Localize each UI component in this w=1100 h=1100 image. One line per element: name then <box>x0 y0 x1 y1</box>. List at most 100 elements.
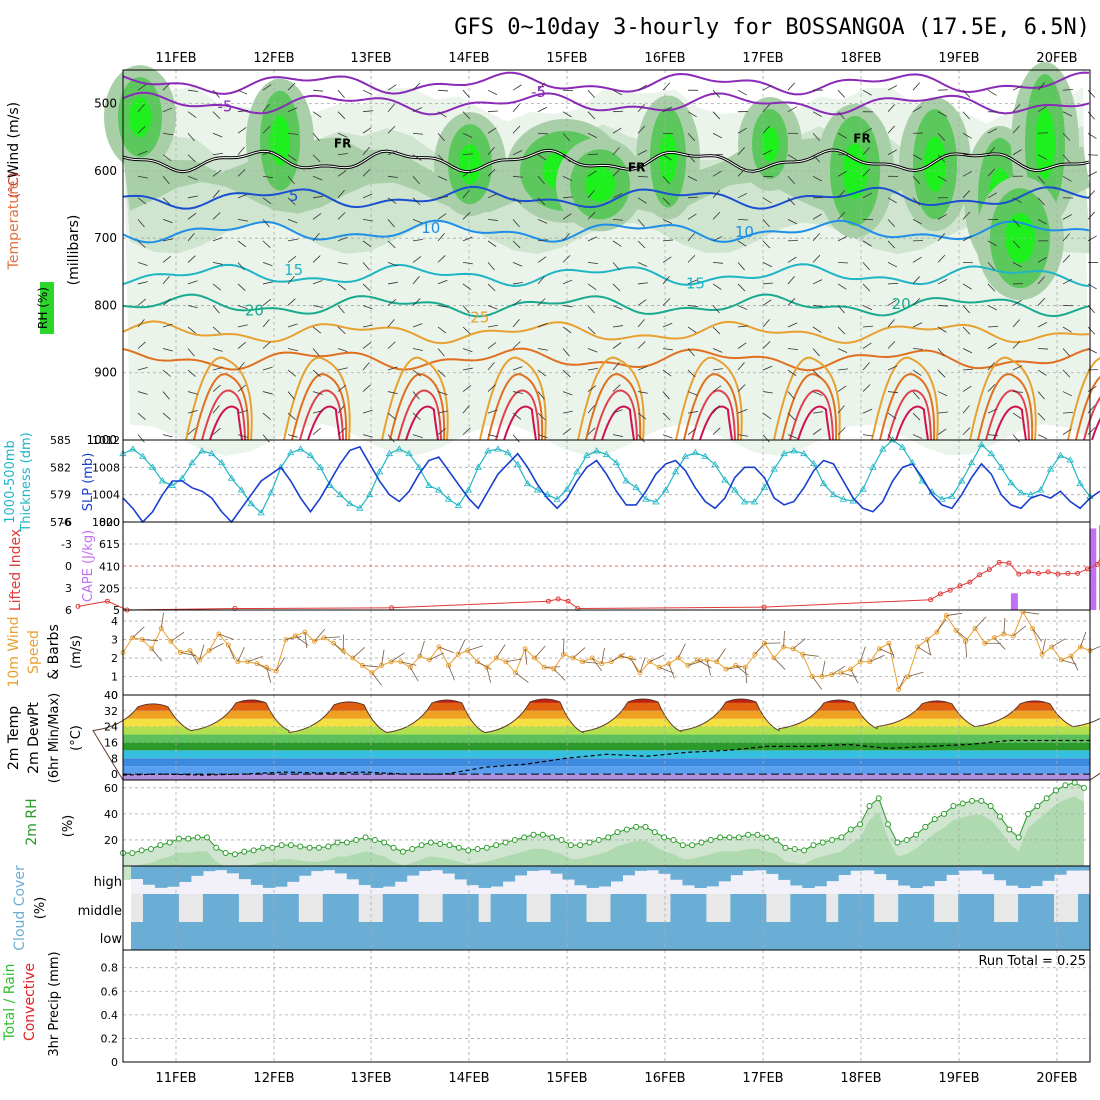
wind-barb <box>937 132 946 141</box>
wind-barb <box>1012 197 1022 204</box>
wind-barb <box>512 125 521 134</box>
rh2m-marker <box>586 839 593 846</box>
wind-marker <box>1068 653 1074 659</box>
wind-barb <box>437 213 447 220</box>
rh2m-marker <box>633 823 640 830</box>
wind-marker <box>618 653 624 659</box>
wind-barb <box>1062 254 1071 263</box>
wind-barb <box>862 384 871 392</box>
wind-barb <box>312 348 320 357</box>
cloud-low-cell <box>946 922 959 950</box>
wind-barb <box>237 341 246 349</box>
diurnal-contour <box>1083 396 1100 441</box>
cloud-high-cell <box>538 866 552 871</box>
thickness-marker <box>958 477 966 484</box>
wind-barb-10m <box>457 639 466 655</box>
wind-barb <box>712 190 720 199</box>
wind-barb <box>937 411 948 414</box>
wind-barb <box>712 405 720 414</box>
cloud-mid-cell <box>730 894 743 922</box>
wind-barb <box>462 385 472 392</box>
wind-barb <box>812 369 821 378</box>
wind-barb <box>662 322 673 328</box>
temp-axis-label: Temperature <box>6 181 22 271</box>
wind-barb <box>237 127 247 134</box>
wind-barb <box>962 211 971 220</box>
wind-barb <box>562 279 573 285</box>
cloud-low-cell <box>778 922 791 950</box>
thickness-marker <box>198 447 206 454</box>
wind-barb <box>487 146 495 156</box>
cloud-low-cell <box>358 922 372 950</box>
li-marker <box>575 606 581 612</box>
rh2m-marker <box>567 842 574 849</box>
wind-marker <box>589 655 595 661</box>
wind-barb <box>912 256 922 263</box>
thickness-marker <box>385 449 394 457</box>
wind-marker <box>292 633 298 639</box>
tick-cape: 5 <box>113 604 120 617</box>
wind-marker <box>972 625 978 631</box>
rh2m-marker <box>577 842 584 849</box>
rh2m-unit: (%) <box>61 815 76 838</box>
wind-barb <box>287 107 298 113</box>
isotherm-label: 15 <box>686 275 705 293</box>
rh2m-marker <box>1071 779 1078 786</box>
rh2m-marker <box>819 839 826 846</box>
wind-barb <box>387 281 398 285</box>
cloud-high-cell <box>238 866 252 880</box>
wind-barb-10m <box>486 667 492 683</box>
wind-marker <box>867 659 873 665</box>
cloud-low-cell <box>670 922 683 950</box>
wind-barb <box>662 256 672 263</box>
wind-barb <box>612 305 623 310</box>
thickness-marker <box>454 501 463 508</box>
cloud-low-cell <box>766 922 779 950</box>
wind-barb <box>187 326 196 334</box>
wind-axis-label: Wind (m/s) <box>6 102 22 178</box>
cloud-low-cell <box>598 922 611 950</box>
wind-barb <box>737 409 748 414</box>
wind-barb <box>987 362 995 371</box>
wind-barb <box>712 283 722 290</box>
slp-label: SLP (mb) <box>81 453 96 512</box>
wind-barb <box>487 240 497 247</box>
wind-marker <box>149 646 155 652</box>
tick-li: 3 <box>65 582 72 595</box>
wind-barb <box>937 213 947 220</box>
thickness-marker <box>208 449 216 457</box>
cloud-low-cell <box>250 922 264 950</box>
wind-barb <box>762 319 770 328</box>
wind10-label-3: & Barbs <box>46 624 62 680</box>
wind-marker <box>436 644 442 650</box>
wind-barb <box>362 218 373 222</box>
wind-marker <box>752 651 758 657</box>
isotherm-label: 10 <box>735 223 754 241</box>
tick-temp: 16 <box>104 736 118 749</box>
wind-barb <box>887 412 897 420</box>
wind-barb-10m <box>362 665 379 668</box>
diurnal-contour <box>879 373 936 441</box>
wind-barb <box>337 305 345 314</box>
wind-barb-10m <box>170 631 185 642</box>
cloud-high-cell <box>131 866 144 879</box>
rh2m-marker <box>782 844 789 851</box>
wind-barb <box>162 298 171 306</box>
wind-barb <box>562 213 572 220</box>
cloud-high-cell <box>1006 866 1019 886</box>
cloud-mid-cell <box>238 894 252 922</box>
thickness-marker <box>859 485 867 492</box>
date-label-bottom: 19FEB <box>938 1071 979 1086</box>
wind-barb <box>487 193 498 199</box>
cloud-high-cell <box>286 866 300 882</box>
cloud-mid-cell <box>1066 894 1079 922</box>
wind-barb <box>612 262 620 271</box>
wind-barb <box>937 279 948 285</box>
cloud-mid-cell <box>778 894 791 922</box>
rh2m-marker <box>474 846 481 853</box>
cloud-mid-cell <box>862 894 875 922</box>
wind-barb <box>862 283 871 292</box>
wind-barb <box>287 298 296 306</box>
tick-precip: 0.4 <box>101 1009 119 1022</box>
date-label-bottom: 16FEB <box>644 1071 685 1086</box>
